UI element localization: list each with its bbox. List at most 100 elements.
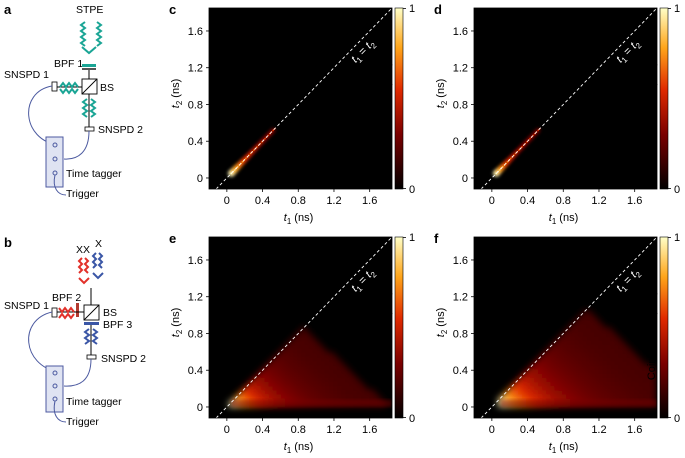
cascade-cell xyxy=(566,393,572,399)
cascade-cell xyxy=(562,380,568,387)
diagonal-core-point xyxy=(521,146,523,148)
cascade-cell xyxy=(276,385,283,391)
cascade-cell xyxy=(333,360,339,366)
cascade-cell xyxy=(305,364,311,370)
cascade-cell xyxy=(622,372,628,378)
cascade-cell xyxy=(305,376,311,383)
cascade-cell xyxy=(602,356,608,362)
cascade-cell xyxy=(622,393,628,399)
cascade-cell xyxy=(586,310,592,316)
heatmap-panel-e: et1 = t20 0.4 0.8 1.2 1.600.40.81.21.6t1 (ns… xyxy=(169,231,415,455)
cascade-cell xyxy=(506,389,512,395)
cascade-cell xyxy=(309,352,315,358)
stpe-arrow-down-icon xyxy=(81,46,97,55)
cascade-cell xyxy=(514,385,520,391)
cascade-cell xyxy=(264,385,271,391)
cascade-cell xyxy=(642,376,648,383)
cascade-cell xyxy=(618,364,624,370)
cascade-cell xyxy=(268,364,275,370)
cascade-cell xyxy=(614,335,620,341)
snspd1-detector xyxy=(51,81,58,92)
cascade-cell xyxy=(321,352,327,358)
cascade-cell xyxy=(252,380,259,387)
cascade-cell xyxy=(590,323,596,329)
cascade-cell xyxy=(309,335,315,341)
cascade-cell xyxy=(638,372,644,378)
snspd2-detector xyxy=(84,126,95,132)
diagonal-core-point xyxy=(509,157,512,160)
cascade-cell xyxy=(309,364,315,370)
tagger-port-2-icon xyxy=(52,156,58,162)
cascade-cell xyxy=(558,364,564,370)
cascade-cell xyxy=(305,385,311,391)
y-tick-label: 1.2 xyxy=(188,292,203,304)
cascade-cell xyxy=(297,376,303,383)
cascade-cell xyxy=(325,364,331,370)
cascade-cell xyxy=(578,376,584,383)
cascade-cell xyxy=(590,385,596,391)
cascade-cell xyxy=(256,389,263,395)
cascade-cell xyxy=(598,360,604,366)
cascade-cell xyxy=(562,335,568,341)
cascade-cell xyxy=(297,364,303,370)
cascade-cell xyxy=(622,352,628,358)
cascade-cell xyxy=(558,360,564,366)
panel-label-b: b xyxy=(4,235,12,250)
cascade-cell xyxy=(610,368,616,374)
cascade-cell xyxy=(309,368,315,374)
cascade-cell xyxy=(582,310,588,316)
x-tick-label: 1.2 xyxy=(591,424,606,436)
cascade-cell xyxy=(309,343,315,349)
cascade-cell xyxy=(626,389,632,395)
cascade-cell xyxy=(578,323,584,329)
cascade-cell xyxy=(622,368,628,374)
cascade-cell xyxy=(602,368,608,374)
cascade-cell xyxy=(538,368,544,374)
cascade-cell xyxy=(594,356,600,362)
cascade-cell xyxy=(582,352,588,358)
cascade-cell xyxy=(614,393,620,399)
cascade-cell xyxy=(292,339,299,345)
cascade-cell xyxy=(276,352,283,358)
cascade-cell xyxy=(558,352,564,358)
cascade-cell xyxy=(646,376,653,383)
cascade-cell xyxy=(546,376,552,383)
cascade-cell xyxy=(292,380,299,387)
cascade-cell xyxy=(309,360,315,366)
y-tick-label: 0 xyxy=(197,173,203,185)
diagonal-line xyxy=(480,236,658,419)
cascade-cell xyxy=(337,389,343,395)
cascade-cell xyxy=(313,347,319,354)
bpf1-filter-mount xyxy=(82,68,96,70)
cascade-cell xyxy=(602,347,608,354)
cascade-cell xyxy=(570,335,576,341)
x-tick-label: 1.6 xyxy=(362,195,377,207)
cascade-cell xyxy=(252,393,259,399)
x-tick-label: 0.4 xyxy=(255,424,270,436)
cascade-cell xyxy=(301,347,307,354)
cascade-cell xyxy=(542,360,548,366)
cascade-cell xyxy=(594,372,600,378)
cascade-cell xyxy=(590,368,596,374)
cascade-cell xyxy=(558,385,564,391)
cascade-cell xyxy=(638,393,644,399)
x-tick-label: 1.6 xyxy=(627,424,642,436)
cascade-cell xyxy=(301,385,307,391)
cascade-cell xyxy=(542,364,548,370)
y-tick-label: 0.8 xyxy=(188,99,203,111)
cascade-cell xyxy=(248,393,255,399)
cascade-cell xyxy=(280,356,287,362)
cascade-cell xyxy=(305,360,311,366)
cascade-cell xyxy=(244,389,250,395)
wave-left-mirror-icon xyxy=(59,87,79,95)
cascade-cell xyxy=(305,347,311,354)
cascade-cell xyxy=(534,368,540,374)
cascade-cell xyxy=(634,368,640,374)
cascade-cell xyxy=(570,343,576,349)
cascade-cell xyxy=(280,380,287,387)
cascade-cell xyxy=(542,368,548,374)
cascade-cell xyxy=(317,364,323,370)
panel-a: a STPE BPF 1 SNSPD 1 BS SNSPD 2 Time tag… xyxy=(4,2,143,200)
cascade-cell xyxy=(297,360,303,366)
cascade-cell xyxy=(288,360,295,366)
